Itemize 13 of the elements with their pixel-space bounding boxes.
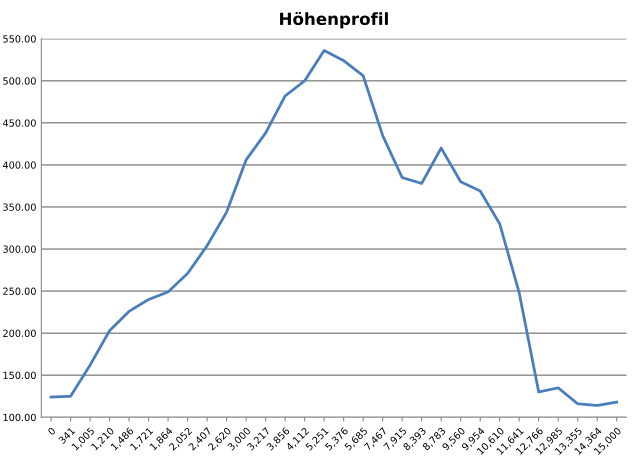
y-tick-label: 150.00 xyxy=(4,372,36,380)
chart-title: Höhenprofil xyxy=(280,12,388,28)
y-tick-label: 450.00 xyxy=(2,119,36,127)
y-tick-label: 550.00 xyxy=(3,35,36,43)
y-tick-label: 250.00 xyxy=(3,288,36,295)
y-tick-label: 400.00 xyxy=(2,161,36,169)
x-tick-label: 0 xyxy=(47,426,56,436)
line-series xyxy=(50,49,618,407)
y-tick-label: 100.00 xyxy=(4,414,36,422)
y-tick-label: 350.00 xyxy=(3,203,36,211)
y-tick-label: 300.00 xyxy=(3,246,36,253)
y-tick-label: 500.00 xyxy=(3,77,36,85)
y-tick-label: 200.00 xyxy=(3,330,36,337)
